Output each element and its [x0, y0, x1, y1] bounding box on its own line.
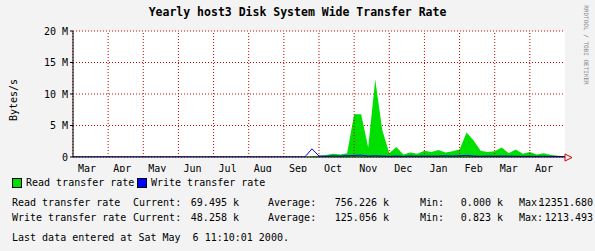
html-text:RRDTOOL / TOBI OETIKER: RRDTOOL / TOBI OETIKER	[583, 5, 590, 85]
html-text:Yearly host3 Disk System Wide: Yearly host3 Disk System Wide Transfer R…	[148, 5, 447, 19]
html-text:Min:: Min:	[420, 212, 445, 223]
html-text:69.495 k: 69.495 k	[190, 197, 239, 208]
svg-text:Apr: Apr	[535, 163, 553, 172]
svg-text:Dec: Dec	[394, 163, 412, 172]
html-text:125.056 k: 125.056 k	[334, 212, 389, 223]
html-text:Last data entered at Sat May 6: Last data entered at Sat May 6 11:10:01 …	[12, 232, 289, 243]
html-text:756.226 k: 756.226 k	[334, 197, 389, 208]
svg-text:Aug: Aug	[254, 163, 272, 172]
svg-text:15 M: 15 M	[44, 57, 68, 68]
html-text:Write transfer rate: Write transfer rate	[151, 177, 266, 188]
html-text:Bytes/s: Bytes/s	[8, 78, 19, 122]
svg-text:Feb: Feb	[465, 163, 483, 172]
svg-text:Jan: Jan	[429, 163, 447, 172]
html-text:Write transfer rate: Write transfer rate	[12, 212, 127, 223]
svg-text:Nov: Nov	[359, 163, 377, 172]
html-text:Min:: Min:	[420, 197, 445, 208]
svg-text:10 M: 10 M	[44, 89, 68, 100]
svg-text:Mar: Mar	[78, 163, 96, 172]
html-text:Average:: Average:	[268, 212, 317, 223]
svg-text:Sep: Sep	[289, 163, 307, 172]
html-text:48.258 k: 48.258 k	[190, 212, 239, 223]
html-text:Current:: Current:	[133, 197, 182, 208]
html-text:0.823 k: 0.823 k	[460, 212, 503, 223]
html-text:Read transfer rate: Read transfer rate	[26, 177, 135, 188]
svg-text:Oct: Oct	[324, 163, 342, 172]
html-text:Read transfer rate: Read transfer rate	[12, 197, 121, 208]
svg-text:20 M: 20 M	[44, 26, 68, 37]
html-text:Current:: Current:	[133, 212, 182, 223]
svg-text:0: 0	[62, 152, 68, 163]
svg-text:Mar: Mar	[500, 163, 518, 172]
svg-text:May: May	[148, 163, 166, 172]
svg-text:Jul: Jul	[219, 163, 237, 172]
svg-text:5 M: 5 M	[50, 120, 68, 131]
html-text:Max:: Max:	[519, 197, 544, 208]
html-text:Max: 1213.493: Max: 1213.493	[519, 212, 593, 223]
html-text:0.000 k: 0.000 k	[460, 197, 503, 208]
svg-text:Jun: Jun	[183, 163, 201, 172]
html-text:12351.680: 12351.680	[538, 197, 593, 208]
svg-text:Apr: Apr	[113, 163, 131, 172]
html-text:Average:: Average:	[268, 197, 317, 208]
